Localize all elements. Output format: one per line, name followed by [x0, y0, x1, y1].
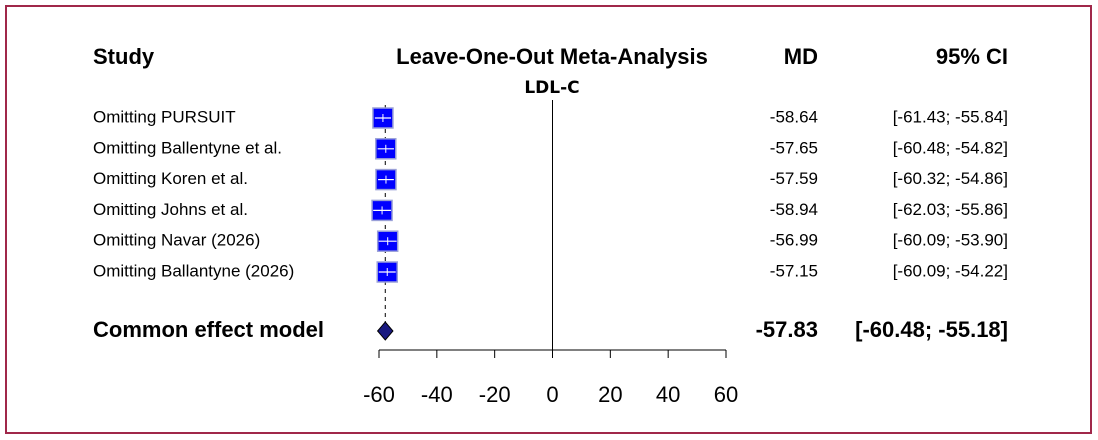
ci-label: [-60.09; -53.90] [893, 231, 1008, 250]
ci-label: [-62.03; -55.86] [893, 200, 1008, 219]
md-label: -58.64 [770, 107, 818, 126]
x-tick-label: -20 [479, 382, 511, 407]
md-label: -57.59 [770, 169, 818, 188]
chart-subtitle: LDL-C [524, 78, 579, 98]
study-label: Omitting Ballantyne (2026) [93, 261, 294, 280]
x-tick-label: 60 [714, 382, 738, 407]
study-header: Study [93, 44, 155, 69]
ci-header: 95% CI [936, 44, 1008, 69]
x-tick-label: 20 [598, 382, 622, 407]
study-label: Omitting Ballentyne et al. [93, 138, 282, 157]
summary-diamond [376, 321, 394, 341]
summary-label: Common effect model [93, 317, 324, 342]
x-tick-label: 40 [656, 382, 680, 407]
ci-label: [-60.48; -54.82] [893, 138, 1008, 157]
ci-label: [-60.32; -54.86] [893, 169, 1008, 188]
md-label: -56.99 [770, 231, 818, 250]
study-label: Omitting Johns et al. [93, 200, 248, 219]
x-tick-label: -60 [363, 382, 395, 407]
md-label: -57.65 [770, 138, 818, 157]
frame [5, 5, 1092, 434]
ci-label: [-60.09; -54.22] [893, 261, 1008, 280]
summary-md: -57.83 [756, 317, 818, 342]
summary-ci: [-60.48; -55.18] [855, 317, 1008, 342]
study-label: Omitting PURSUIT [93, 107, 236, 126]
x-tick-label: -40 [421, 382, 453, 407]
study-label: Omitting Koren et al. [93, 169, 248, 188]
ci-label: [-61.43; -55.84] [893, 107, 1008, 126]
md-header: MD [784, 44, 818, 69]
study-label: Omitting Navar (2026) [93, 231, 260, 250]
chart-title: Leave-One-Out Meta-Analysis [396, 44, 708, 69]
md-label: -57.15 [770, 261, 818, 280]
md-label: -58.94 [770, 200, 818, 219]
x-tick-label: 0 [546, 382, 558, 407]
